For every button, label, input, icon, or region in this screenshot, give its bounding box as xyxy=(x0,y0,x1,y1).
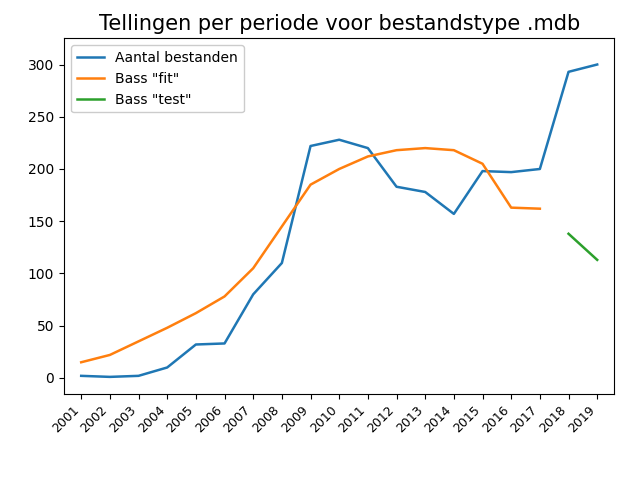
Bass "fit" xyxy=(77,360,85,365)
Bass "fit" xyxy=(192,310,200,316)
Aantal bestanden xyxy=(335,137,343,143)
Bass "fit" xyxy=(221,294,228,300)
Bass "fit" xyxy=(536,206,544,212)
Aantal bestanden xyxy=(134,373,142,379)
Aantal bestanden xyxy=(250,291,257,297)
Bass "test" xyxy=(593,257,601,263)
Bass "fit" xyxy=(335,166,343,172)
Bass "fit" xyxy=(364,154,372,159)
Bass "fit" xyxy=(134,338,142,344)
Aantal bestanden xyxy=(421,189,429,195)
Aantal bestanden xyxy=(364,145,372,151)
Aantal bestanden xyxy=(564,69,572,75)
Bass "fit" xyxy=(508,205,515,211)
Bass "fit" xyxy=(250,265,257,271)
Aantal bestanden xyxy=(221,341,228,347)
Aantal bestanden xyxy=(536,166,544,172)
Aantal bestanden xyxy=(479,168,486,174)
Aantal bestanden xyxy=(593,61,601,67)
Bass "fit" xyxy=(450,147,458,153)
Legend: Aantal bestanden, Bass "fit", Bass "test": Aantal bestanden, Bass "fit", Bass "test… xyxy=(71,45,244,112)
Bass "test" xyxy=(564,231,572,237)
Bass "fit" xyxy=(106,352,114,358)
Line: Bass "fit": Bass "fit" xyxy=(81,148,540,362)
Aantal bestanden xyxy=(508,169,515,175)
Bass "fit" xyxy=(163,325,171,331)
Bass "fit" xyxy=(393,147,401,153)
Line: Bass "test": Bass "test" xyxy=(568,234,597,260)
Aantal bestanden xyxy=(307,143,314,149)
Aantal bestanden xyxy=(450,211,458,217)
Aantal bestanden xyxy=(278,260,285,266)
Bass "fit" xyxy=(307,182,314,188)
Bass "fit" xyxy=(278,224,285,229)
Aantal bestanden xyxy=(192,342,200,348)
Aantal bestanden xyxy=(106,374,114,380)
Aantal bestanden xyxy=(163,365,171,371)
Aantal bestanden xyxy=(393,184,401,190)
Title: Tellingen per periode voor bestandstype .mdb: Tellingen per periode voor bestandstype … xyxy=(99,14,580,34)
Bass "fit" xyxy=(479,161,486,167)
Aantal bestanden xyxy=(77,373,85,379)
Bass "fit" xyxy=(421,145,429,151)
Line: Aantal bestanden: Aantal bestanden xyxy=(81,64,597,377)
